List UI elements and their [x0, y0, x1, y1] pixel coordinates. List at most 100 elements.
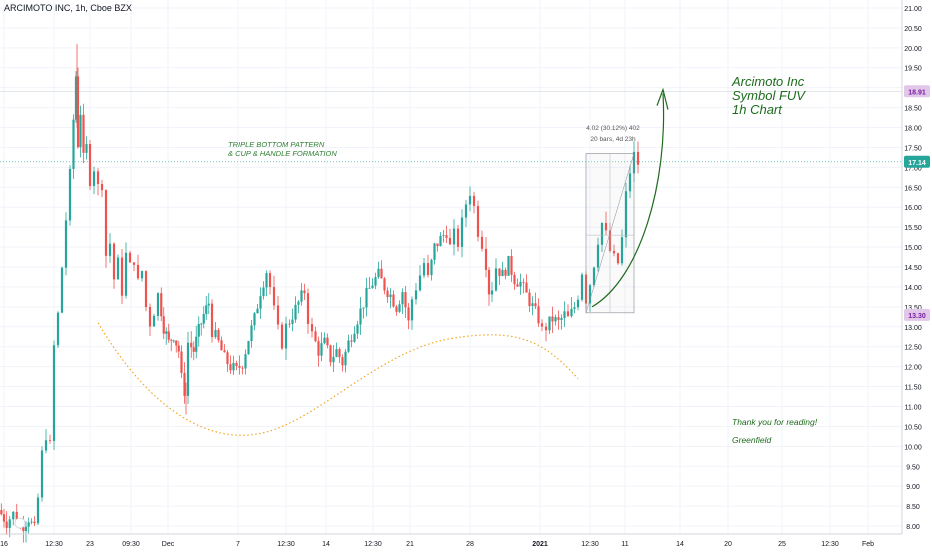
candle-body: [628, 173, 632, 192]
measure-label-line-2: 20 bars, 4d 23h: [590, 136, 636, 143]
price-tick-label: 8.00: [906, 524, 920, 531]
candles: [0, 43, 640, 543]
candle-body: [186, 342, 190, 396]
candle-body: [596, 244, 600, 268]
candle-body: [291, 319, 294, 324]
candle-body: [56, 312, 60, 346]
price-tick-label: 11.50: [905, 385, 922, 392]
annotation-title-line-3: 1h Chart: [732, 102, 782, 117]
candle-body: [410, 299, 414, 321]
price-tick-label: 14.00: [904, 285, 922, 292]
price-tick-label: 12.50: [904, 345, 922, 352]
candle-body: [487, 269, 491, 295]
candle-body: [300, 290, 303, 302]
candle-body: [356, 324, 359, 334]
price-tick-label: 13.00: [904, 325, 922, 332]
candle-body: [604, 223, 608, 231]
price-label-text: 18.91: [908, 89, 926, 96]
price-tick-label: 21.00: [904, 6, 922, 13]
candle-body: [310, 324, 314, 332]
candle-body: [551, 316, 554, 322]
price-tick-label: 14.50: [904, 265, 922, 272]
candle-body: [92, 171, 96, 186]
candle-body: [256, 308, 259, 314]
price-tick-label: 18.50: [904, 106, 922, 113]
candle-body: [317, 341, 320, 356]
candle-body: [445, 235, 448, 238]
price-tick-label: 10.50: [904, 424, 922, 431]
candle-body: [426, 263, 430, 276]
candle-body: [329, 345, 332, 363]
candle-body: [554, 317, 557, 322]
candle-body: [326, 337, 329, 346]
candle-body: [468, 195, 472, 205]
time-tick-label: 2021: [532, 541, 548, 548]
candle-body: [165, 331, 168, 334]
candle-body: [190, 342, 193, 348]
candle-body: [60, 267, 64, 313]
cup-curve: [97, 322, 579, 436]
candle-body: [516, 284, 519, 287]
candle-body: [244, 354, 247, 369]
candle-body: [48, 440, 52, 442]
candle-body: [374, 277, 377, 286]
price-label-box: [904, 308, 930, 321]
measure-diagonal: [585, 153, 635, 313]
candle-body: [624, 191, 628, 238]
candle-body: [616, 253, 620, 264]
time-tick-label: 21: [406, 541, 414, 548]
candle-body: [460, 217, 464, 247]
time-tick-label: 23: [86, 541, 94, 548]
candle-body: [433, 243, 436, 260]
candle-body: [570, 308, 573, 317]
candle-body: [464, 204, 468, 218]
time-tick-label: 20: [724, 541, 732, 548]
candle-body: [418, 275, 422, 291]
candle-body: [241, 367, 244, 369]
candle-body: [371, 285, 374, 288]
candle-body: [280, 324, 284, 349]
candle-body: [557, 317, 560, 320]
candle-body: [323, 337, 326, 344]
candle-body: [148, 307, 152, 327]
candle-body: [40, 450, 44, 498]
candle-body: [494, 268, 498, 291]
candle-body: [484, 248, 488, 270]
candle-body: [180, 351, 183, 373]
candle-body: [12, 511, 15, 520]
time-tick-label: 14: [322, 541, 330, 548]
candle-body: [197, 323, 200, 337]
candle-body: [335, 349, 338, 357]
candle-body: [167, 331, 170, 340]
candle-body: [398, 304, 401, 312]
time-tick-label: 14: [676, 541, 684, 548]
candle-body: [548, 316, 551, 331]
candle-body: [140, 271, 144, 279]
price-tick-label: 15.00: [904, 245, 922, 252]
candle-body: [177, 345, 180, 352]
candle-body: [365, 287, 368, 308]
candle-body: [156, 293, 160, 316]
candle-body: [519, 282, 522, 287]
candle-body: [573, 307, 576, 309]
candle-body: [202, 314, 205, 324]
time-tick-label: 12:30: [277, 541, 295, 548]
candle-body: [152, 315, 156, 327]
candle-body: [205, 305, 208, 315]
price-tick-label: 12.00: [904, 365, 922, 372]
price-tick-label: 9.00: [906, 484, 920, 491]
candle-body: [341, 357, 344, 366]
candle-body: [588, 285, 592, 304]
price-tick-label: 16.00: [904, 205, 922, 212]
price-tick-label: 15.50: [904, 225, 922, 232]
price-label-text: 17.14: [908, 160, 926, 167]
candle-body: [44, 440, 48, 451]
candle-body: [476, 205, 480, 237]
candle-body: [442, 235, 445, 236]
drawings: [97, 87, 669, 436]
candle-body: [600, 223, 604, 245]
candle-body: [124, 252, 128, 296]
author-note: Greenfield: [732, 435, 772, 445]
